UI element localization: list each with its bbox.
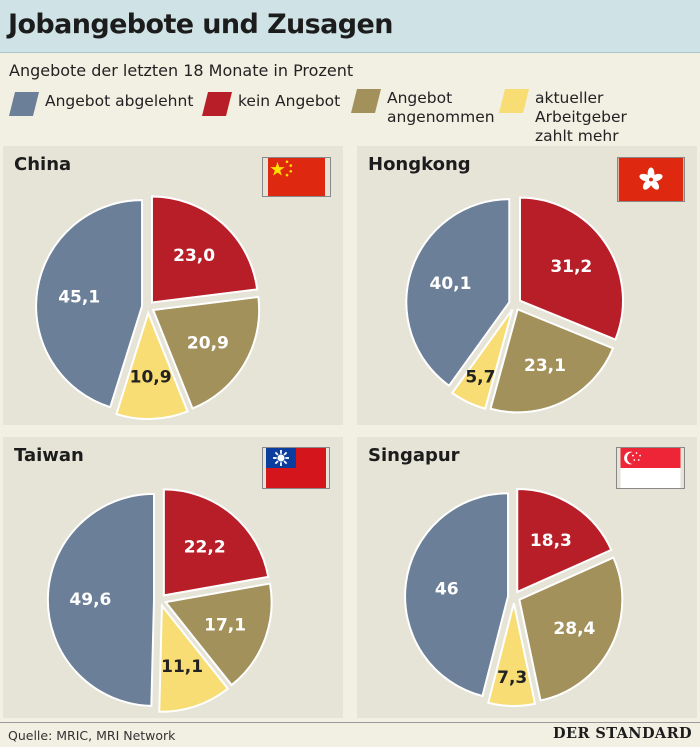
legend-label: Angebot abgelehnt — [45, 92, 194, 110]
pie-slice-kein-angebot — [150, 195, 259, 304]
pie-chart-hongkong: 31,2 23,1 5,7 40,1 — [405, 196, 624, 414]
pie-value-label: 45,1 — [58, 287, 100, 307]
pie-value-label: 7,3 — [497, 668, 527, 688]
legend-swatch — [499, 89, 529, 113]
panel-singapur: Singapur 18,3 28,4 7,3 46 — [357, 437, 697, 718]
pie-slice-kein-angebot — [162, 488, 270, 597]
legend-item-kein-angebot: kein Angebot — [202, 92, 341, 116]
pie-slice-angebot-angenommen — [518, 556, 624, 702]
pie-slice-angebot-angenommen — [163, 582, 273, 687]
title-bar — [0, 0, 700, 53]
legend-swatch — [9, 92, 39, 116]
legend-item-angebot-angenommen: Angebot angenommen — [351, 89, 495, 127]
pie-slice-kein-angebot — [516, 487, 613, 594]
legend-label: Angebot angenommen — [387, 89, 495, 126]
pie-slice-arbeitgeber-zahlt-mehr — [115, 310, 189, 420]
pie-value-label: 18,3 — [530, 531, 572, 551]
pie-value-label: 5,7 — [465, 367, 495, 387]
pie-slice-arbeitgeber-zahlt-mehr — [450, 308, 514, 410]
panel-title: Hongkong — [368, 154, 471, 175]
pie-chart-china: 23,0 20,9 10,9 45,1 — [35, 195, 261, 420]
publisher-logo: DER STANDARD — [553, 725, 692, 742]
pie-value-label: 46 — [435, 580, 459, 600]
pie-value-label: 20,9 — [187, 333, 229, 353]
panel-title: Taiwan — [14, 445, 84, 466]
source-note: Quelle: MRIC, MRI Network — [8, 728, 176, 743]
legend-item-arbeitgeber-zahlt-mehr: aktueller Arbeitgeber zahlt mehr — [499, 89, 700, 146]
pie-value-label: 17,1 — [204, 616, 246, 636]
panel-hongkong: Hongkong 31,2 23,1 5,7 40,1 — [357, 146, 697, 425]
panel-taiwan: Taiwan 22,2 17,1 11,1 49,6 — [3, 437, 343, 718]
legend-item-angebot-abgelehnt: Angebot abgelehnt — [9, 92, 194, 116]
panel-title: China — [14, 154, 72, 175]
pie-value-label: 10,9 — [130, 368, 172, 388]
pie-slice-angebot-abgelehnt — [46, 492, 155, 707]
legend-swatch — [351, 89, 381, 113]
legend-label: aktueller Arbeitgeber zahlt mehr — [535, 89, 627, 145]
pie-chart-taiwan: 22,2 17,1 11,1 49,6 — [46, 488, 273, 713]
chart-subtitle: Angebote der letzten 18 Monate in Prozen… — [9, 61, 354, 80]
singapore-flag-icon — [616, 447, 685, 489]
pie-slice-angebot-abgelehnt — [405, 198, 511, 388]
pie-value-label: 40,1 — [430, 274, 472, 294]
pie-slice-angebot-angenommen — [489, 308, 615, 414]
panel-china: China 23,0 20,9 10,9 45,1 — [3, 146, 343, 425]
pie-value-label: 31,2 — [550, 257, 592, 277]
pie-value-label: 23,0 — [173, 246, 215, 266]
pie-value-label: 11,1 — [161, 657, 203, 677]
china-flag-icon — [262, 157, 331, 197]
hongkong-flag-icon — [617, 157, 685, 202]
pie-value-label: 28,4 — [553, 619, 595, 639]
pie-slice-angebot-angenommen — [151, 295, 261, 410]
legend-swatch — [202, 92, 232, 116]
footer-divider — [0, 722, 700, 723]
pie-slice-kein-angebot — [518, 196, 624, 341]
pie-chart-singapur: 18,3 28,4 7,3 46 — [404, 487, 624, 707]
pie-value-label: 22,2 — [184, 538, 226, 558]
legend-label: kein Angebot — [238, 92, 341, 110]
pie-slice-arbeitgeber-zahlt-mehr — [158, 602, 230, 713]
pie-slice-angebot-abgelehnt — [35, 199, 144, 409]
panel-title: Singapur — [368, 445, 460, 466]
pie-slice-angebot-abgelehnt — [404, 492, 510, 698]
pie-slice-arbeitgeber-zahlt-mehr — [487, 602, 537, 707]
pie-value-label: 49,6 — [69, 590, 111, 610]
pie-value-label: 23,1 — [524, 356, 566, 376]
taiwan-flag-icon — [262, 447, 330, 489]
chart-title: Jobangebote und Zusagen — [8, 9, 393, 40]
